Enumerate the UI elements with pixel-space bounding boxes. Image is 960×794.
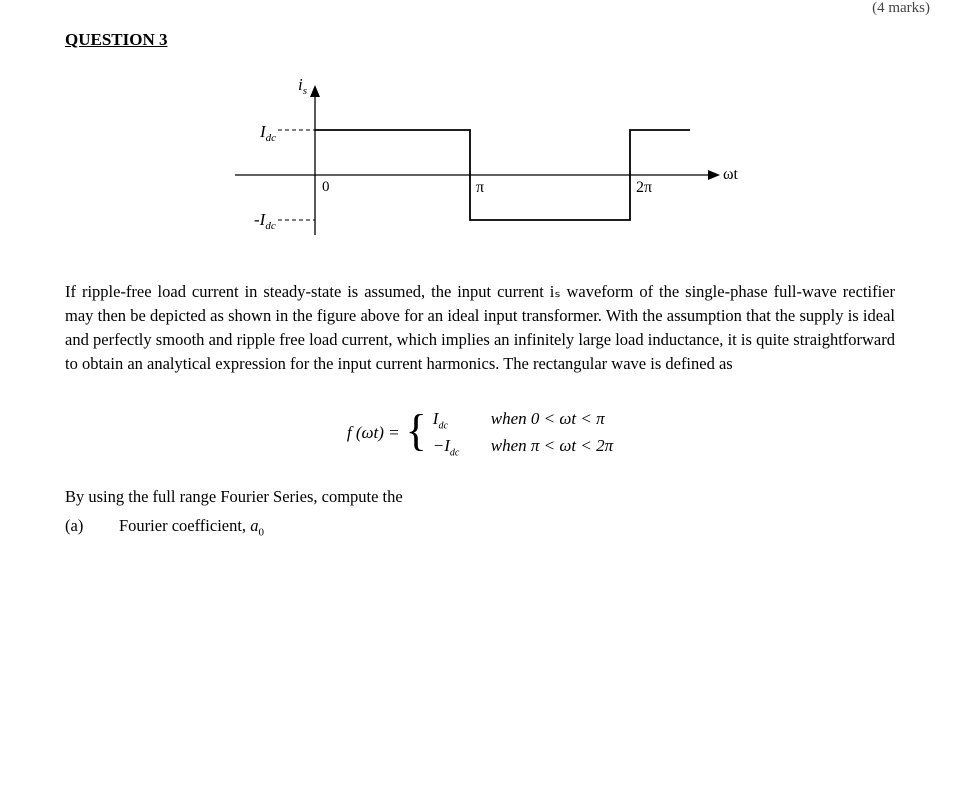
marks-fragment: (4 marks): [872, 0, 930, 17]
waveform-diagram: is Idc -Idc 0 π 2π ωt: [220, 75, 740, 250]
origin-label: 0: [322, 179, 330, 195]
case1-condition: when 0 < ωt < π: [491, 406, 605, 433]
equation-lhs: f (ωt) =: [347, 423, 400, 443]
two-pi-label: 2π: [636, 179, 652, 196]
case2-value: −Idc: [433, 433, 473, 460]
body-paragraph: If ripple-free load current in steady-st…: [65, 280, 895, 376]
part-a-label: (a): [65, 514, 95, 541]
idc-pos-label: Idc: [259, 122, 276, 144]
x-axis-arrow: [708, 170, 720, 180]
pi-label: π: [476, 179, 484, 196]
piecewise-equation: f (ωt) = { Idc when 0 < ωt < π −Idc when…: [65, 406, 895, 461]
x-axis-label: ωt: [723, 166, 739, 183]
question-title: QUESTION 3: [65, 30, 895, 50]
followup-line: By using the full range Fourier Series, …: [65, 485, 895, 510]
waveform-svg: is Idc -Idc 0 π 2π ωt: [220, 75, 740, 250]
case1-value: Idc: [433, 406, 473, 433]
part-a-text: Fourier coefficient, a0: [119, 514, 264, 541]
case2-condition: when π < ωt < 2π: [491, 433, 613, 460]
left-brace: {: [406, 416, 427, 447]
idc-neg-label: -Idc: [254, 210, 276, 232]
y-axis-label: is: [298, 75, 307, 97]
y-axis-arrow: [310, 85, 320, 97]
followup-block: By using the full range Fourier Series, …: [65, 485, 895, 541]
